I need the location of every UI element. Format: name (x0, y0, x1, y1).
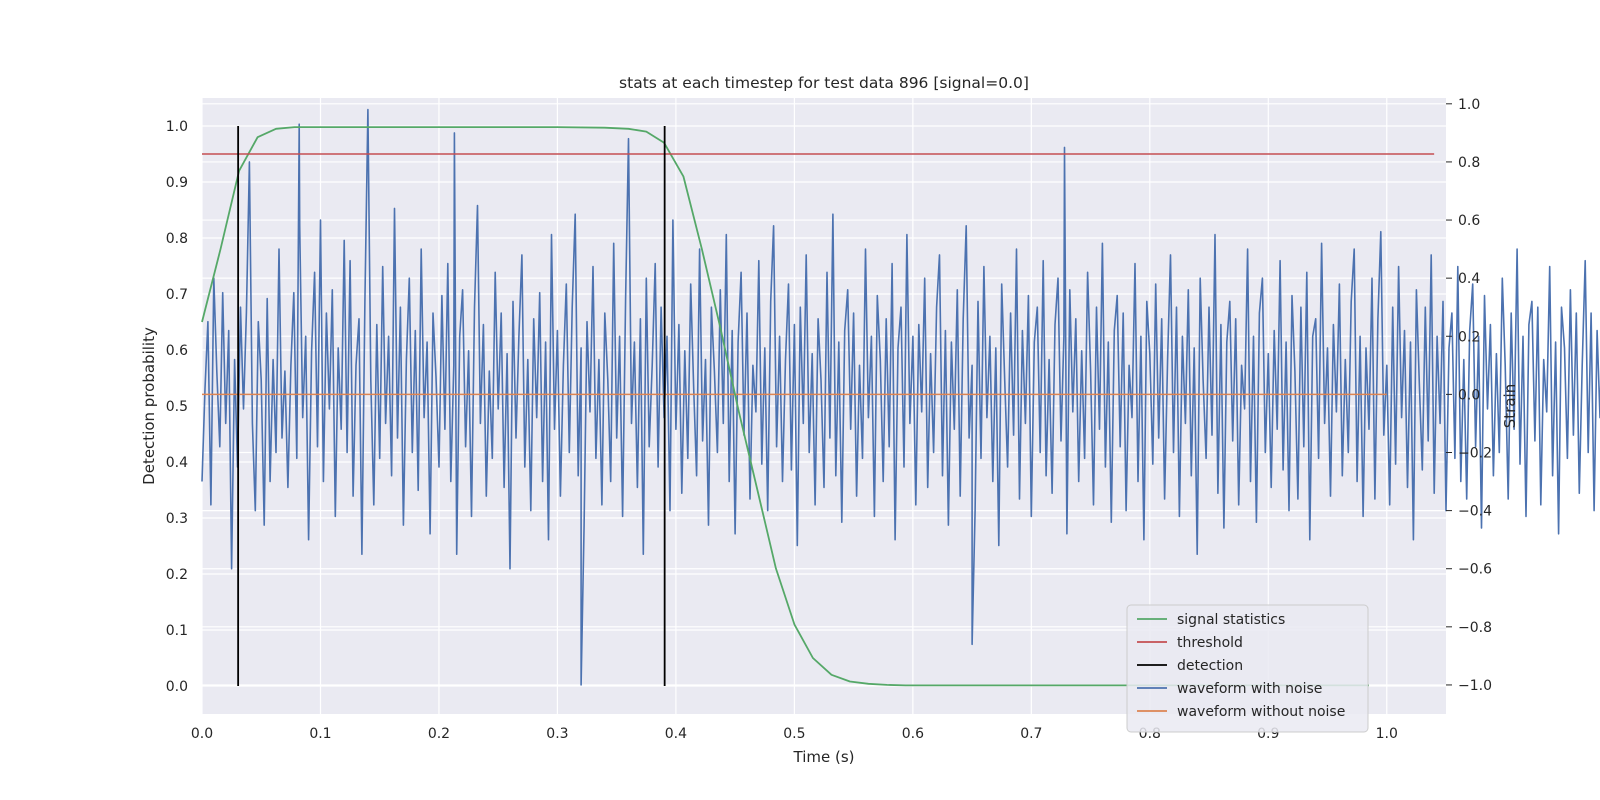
x-tick-label: 0.6 (902, 726, 924, 742)
y-right-tick-label: −0.6 (1458, 562, 1492, 578)
x-tick-label: 0.3 (546, 726, 568, 742)
legend-label: signal statistics (1177, 612, 1285, 628)
x-tick-label: 0.1 (309, 726, 331, 742)
waveform-with-noise-line (201, 108, 1600, 686)
x-tick-label: 0.7 (1020, 726, 1042, 742)
signal-statistics-line (201, 126, 1369, 687)
x-tick-label: 0.4 (665, 726, 687, 742)
x-tick-label: 0.2 (428, 726, 450, 742)
y-left-tick-label: 0.8 (166, 231, 188, 247)
y-axis-label-right: Strain (1501, 384, 1519, 428)
y-right-tick-label: 0.0 (1458, 387, 1480, 403)
y-axis-label-left: Detection probability (140, 327, 158, 485)
y-left-tick-label: 0.7 (166, 287, 188, 303)
y-right-tick-label: 1.0 (1458, 97, 1480, 113)
legend-box (1126, 604, 1369, 733)
y-left-tick-label: 0.3 (166, 511, 188, 527)
y-right-tick-label: −0.2 (1458, 445, 1492, 461)
y-left-tick-label: 0.6 (166, 343, 188, 359)
y-right-tick-label: 0.6 (1458, 213, 1480, 229)
y-right-tick-label: −0.4 (1458, 504, 1492, 520)
legend-label: waveform without noise (1177, 704, 1345, 720)
chart-title: stats at each timestep for test data 896… (619, 74, 1029, 92)
y-left-tick-label: 1.0 (166, 119, 188, 135)
legend: signal statistics threshold detection wavef… (1126, 604, 1369, 733)
x-axis-label: Time (s) (793, 748, 855, 766)
legend-label: threshold (1177, 635, 1243, 651)
legend-label: waveform with noise (1177, 681, 1322, 697)
y-left-tick-label: 0.1 (166, 623, 188, 639)
legend-label: detection (1177, 658, 1243, 674)
x-tick-label: 0.5 (783, 726, 805, 742)
y-right-tick-label: 0.4 (1458, 271, 1480, 287)
ticks: 0.0 0.1 0.2 0.3 0.4 0.5 0.6 0.7 0.8 0.9 1.0 0.0 0.1 0… (166, 97, 1492, 742)
y-left-tick-label: 0.4 (166, 455, 188, 471)
y-left-tick-label: 0.5 (166, 399, 188, 415)
series-layer (201, 108, 1600, 687)
y-right-tick-label: −1.0 (1458, 678, 1492, 694)
y-right-tick-label: 0.8 (1458, 155, 1480, 171)
y-right-tick-label: 0.2 (1458, 329, 1480, 345)
x-tick-label: 0.0 (191, 726, 213, 742)
y-left-tick-label: 0.2 (166, 567, 188, 583)
y-left-tick-label: 0.9 (166, 175, 188, 191)
y-right-tick-label: −0.8 (1458, 620, 1492, 636)
y-left-tick-label: 0.0 (166, 679, 188, 695)
x-tick-label: 1.0 (1376, 726, 1398, 742)
